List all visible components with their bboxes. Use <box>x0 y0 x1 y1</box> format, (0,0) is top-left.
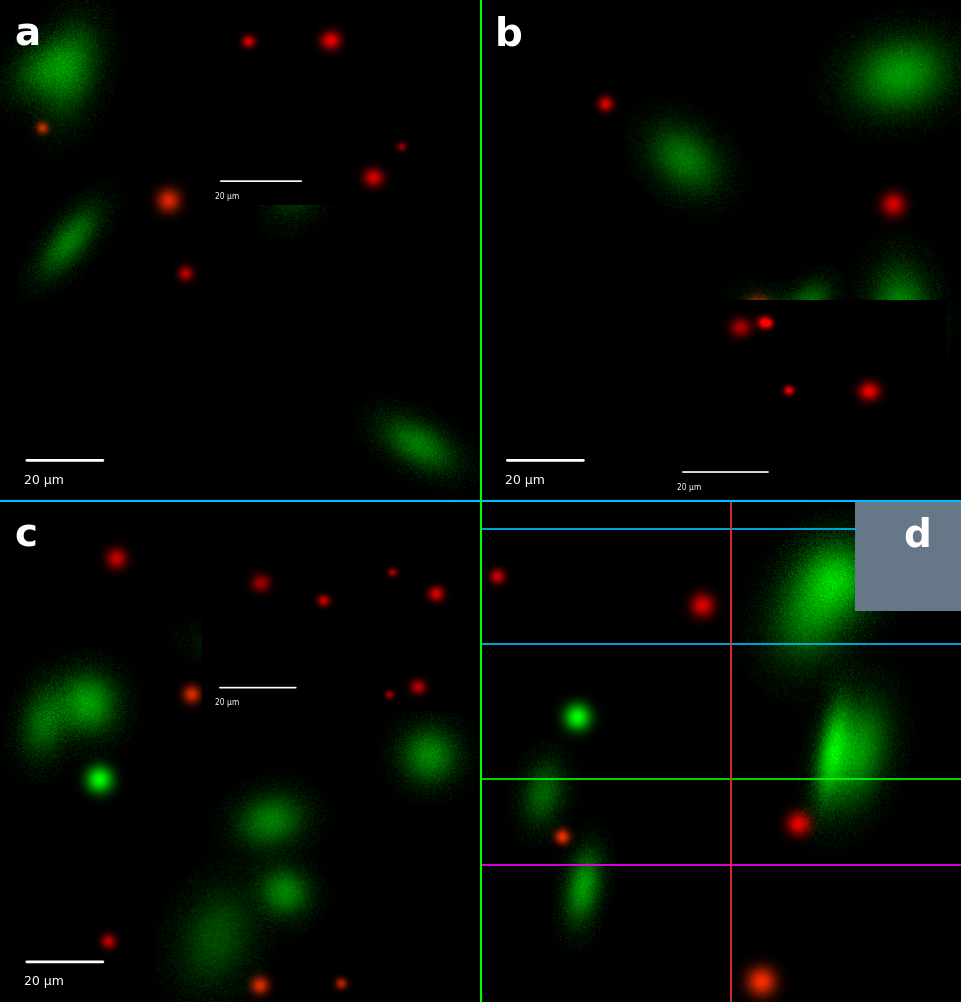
Text: d: d <box>903 516 931 554</box>
Text: 20 μm: 20 μm <box>215 191 239 200</box>
Text: 20 μm: 20 μm <box>214 697 238 706</box>
Text: a: a <box>14 15 40 53</box>
Text: b: b <box>495 15 523 53</box>
Text: 20 μm: 20 μm <box>505 473 544 486</box>
Text: c: c <box>14 516 37 554</box>
Text: 20 μm: 20 μm <box>678 482 702 491</box>
Text: 20 μm: 20 μm <box>24 974 63 987</box>
Bar <box>855 501 961 611</box>
Text: 20 μm: 20 μm <box>24 473 63 486</box>
